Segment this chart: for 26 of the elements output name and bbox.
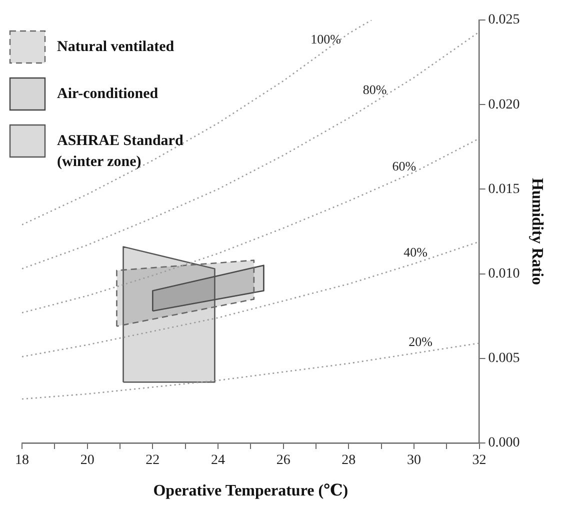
y-tick-label: 0.010 bbox=[488, 266, 520, 282]
y-tick-label: 0.025 bbox=[488, 12, 520, 28]
x-tick-label: 18 bbox=[15, 453, 29, 468]
y-tick-label: 0.005 bbox=[488, 351, 520, 366]
y-tick-label: 0.000 bbox=[488, 436, 520, 451]
legend-label: Air-conditioned bbox=[57, 86, 159, 102]
legend-label: Natural ventilated bbox=[57, 38, 175, 55]
x-tick-label: 30 bbox=[406, 453, 421, 468]
annotation: 60% bbox=[392, 158, 416, 174]
legend-label: ASHRAE Standard (winter zone) bbox=[57, 132, 184, 170]
x-tick-label: 24 bbox=[210, 453, 225, 468]
x-tick-label: 20 bbox=[80, 453, 94, 468]
annotation: 40% bbox=[404, 244, 428, 260]
y-tick-label: 0.020 bbox=[488, 97, 520, 112]
y-axis-title: Humidity Ratio bbox=[528, 178, 546, 286]
x-axis-title: Operative Temperature (℃) bbox=[153, 482, 348, 500]
x-tick-label: 22 bbox=[146, 453, 160, 468]
x-tick-label: 28 bbox=[342, 453, 356, 468]
annotation: 100% bbox=[310, 31, 342, 46]
annotation: 20% bbox=[408, 334, 433, 350]
annotation: 80% bbox=[362, 82, 387, 98]
y-tick-label: 0.015 bbox=[488, 182, 520, 197]
line-series bbox=[22, 31, 480, 270]
x-tick-label: 26 bbox=[276, 453, 290, 468]
x-tick-label: 32 bbox=[472, 453, 486, 468]
line-series bbox=[22, 241, 480, 358]
